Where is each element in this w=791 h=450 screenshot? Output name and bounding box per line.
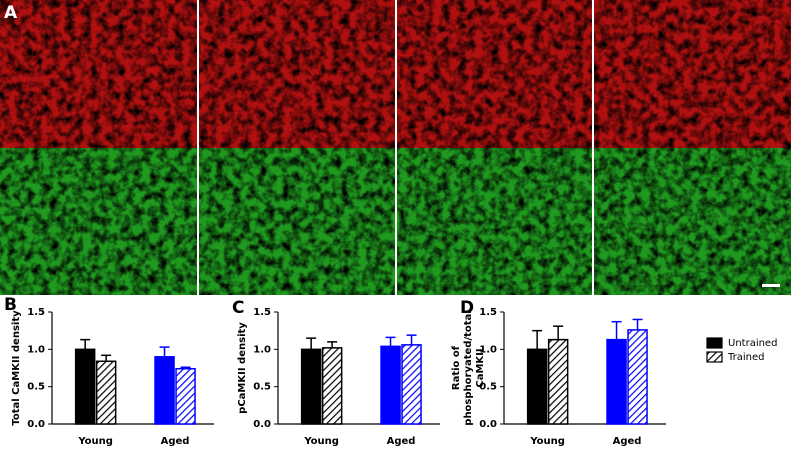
bar <box>300 348 322 425</box>
bar <box>627 329 648 425</box>
bar <box>380 345 401 425</box>
bar <box>154 356 175 425</box>
y-axis-label: phosphoryated/total <box>463 310 474 425</box>
separator <box>197 0 199 295</box>
y-tick-label: 1.5 <box>253 307 271 318</box>
x-tick-label: Aged <box>161 436 190 447</box>
y-tick-label: 0.0 <box>479 419 497 430</box>
separator <box>592 0 594 295</box>
legend-swatch <box>706 337 723 349</box>
bar <box>401 344 422 425</box>
bar <box>547 338 569 425</box>
panel-label: D <box>460 298 474 318</box>
y-tick-label: 0.5 <box>479 382 497 393</box>
legend-label: Untrained <box>728 338 777 349</box>
y-tick-label: 0.0 <box>253 419 271 430</box>
y-tick-label: 0.5 <box>27 382 45 393</box>
legend-label: Trained <box>727 352 765 363</box>
micrographs <box>0 0 791 295</box>
x-tick-label: Young <box>77 436 113 447</box>
bar <box>321 347 343 425</box>
y-tick-label: 1.5 <box>479 307 497 318</box>
panel-label: B <box>4 295 17 315</box>
bar <box>606 338 627 425</box>
y-tick-label: 1.5 <box>27 307 45 318</box>
panel-label: A <box>4 3 18 23</box>
y-axis-label: CaMKII <box>475 348 486 387</box>
x-tick-label: Young <box>303 436 339 447</box>
y-axis-label: pCaMKII density <box>237 322 248 414</box>
bar <box>74 348 96 425</box>
x-tick-label: Aged <box>613 436 642 447</box>
panel-label: C <box>232 298 244 318</box>
bar <box>175 367 196 425</box>
y-tick-label: 1.0 <box>479 344 497 355</box>
y-tick-label: 1.0 <box>253 344 271 355</box>
legend-swatch <box>706 351 723 363</box>
y-axis-label: Total CaMKII density <box>11 310 22 426</box>
y-axis-label: Ratio of <box>451 345 462 390</box>
bar <box>526 348 548 425</box>
scale-bar <box>762 284 780 287</box>
x-tick-label: Young <box>529 436 565 447</box>
y-tick-label: 1.0 <box>27 344 45 355</box>
y-tick-label: 0.5 <box>253 382 271 393</box>
y-tick-label: 0.0 <box>27 419 45 430</box>
x-tick-label: Aged <box>387 436 416 447</box>
separator <box>395 0 397 295</box>
bar <box>95 360 117 425</box>
